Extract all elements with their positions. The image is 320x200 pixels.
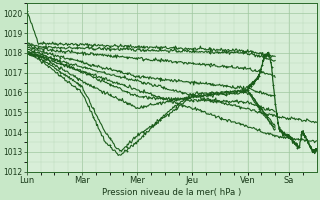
X-axis label: Pression niveau de la mer( hPa ): Pression niveau de la mer( hPa ): [102, 188, 241, 197]
